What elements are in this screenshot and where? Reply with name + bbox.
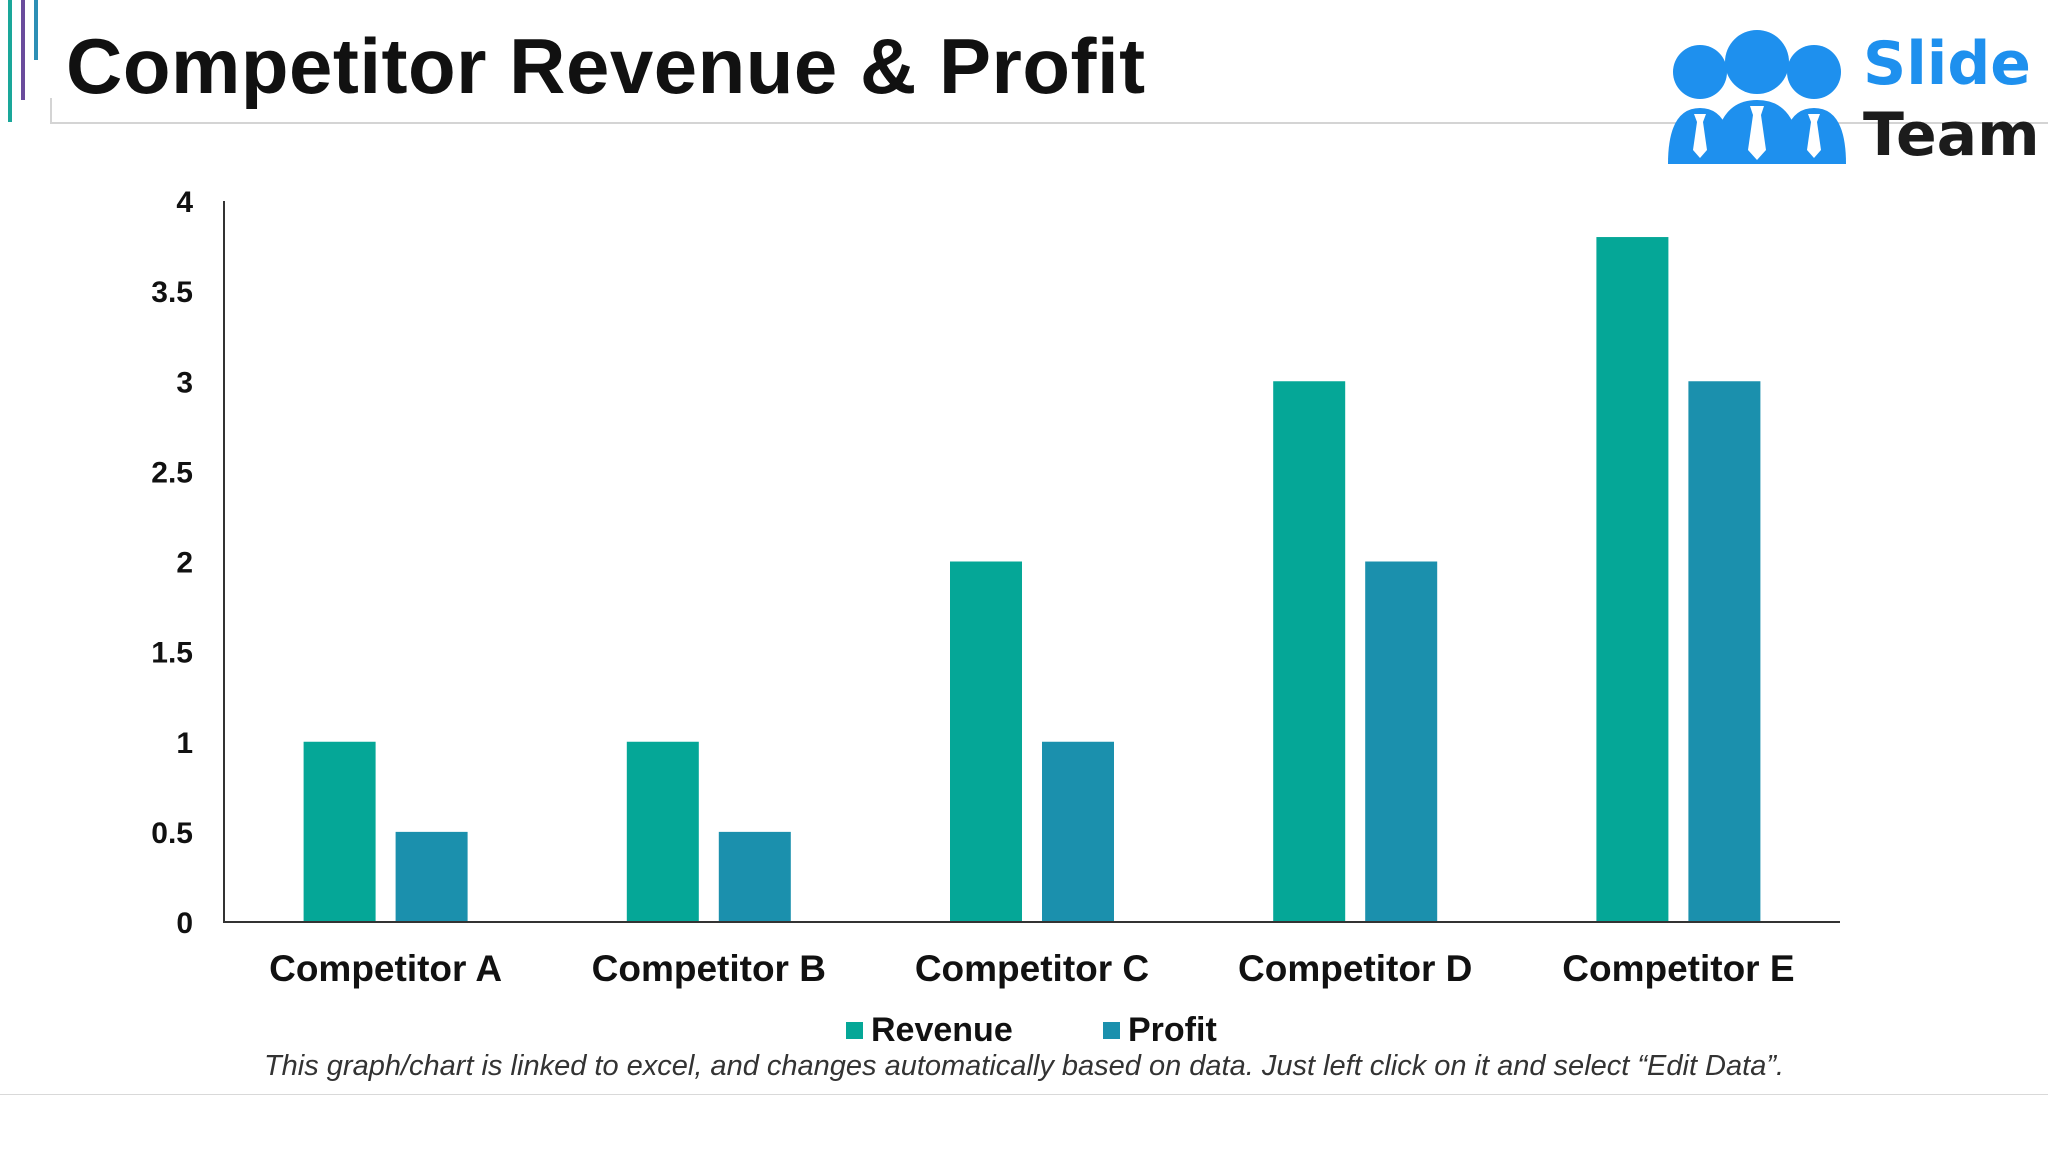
y-tick-label: 3.5 — [151, 276, 193, 309]
bar-revenue-2[interactable] — [626, 741, 699, 922]
legend-swatch-profit — [1103, 1021, 1120, 1039]
y-tick-label: 2.5 — [151, 456, 193, 489]
chart-legend: Revenue Profit — [0, 1008, 2048, 1052]
axes — [223, 201, 1840, 923]
footer-divider — [0, 1094, 2048, 1095]
legend-swatch-revenue — [846, 1021, 863, 1039]
bars — [303, 237, 1761, 923]
bar-chart[interactable]: 00.511.522.533.54 Competitor A Competitor… — [0, 150, 2048, 1000]
legend-item-revenue: Revenue — [846, 1008, 1013, 1052]
y-tick-label: 0.5 — [151, 817, 193, 850]
y-tick-label: 0 — [176, 907, 193, 940]
bar-profit-3[interactable] — [1042, 741, 1114, 922]
x-category-label: Competitor B — [592, 948, 826, 989]
bar-profit-5[interactable] — [1688, 381, 1761, 922]
y-tick-label: 3 — [176, 366, 193, 399]
logo-word-slide: Slide — [1863, 29, 2031, 99]
logo-word-team: Team — [1863, 100, 2040, 170]
x-category-label: Competitor E — [1562, 948, 1794, 989]
bar-profit-2[interactable] — [718, 831, 791, 922]
y-tick-label: 4 — [176, 186, 193, 219]
bar-profit-4[interactable] — [1365, 561, 1438, 923]
slide-title: Competitor Revenue & Profit — [66, 22, 1146, 110]
people-icon — [1668, 30, 1846, 164]
y-tick-label: 2 — [176, 547, 193, 580]
title-divider-tick — [50, 98, 52, 124]
accent-bar-purple — [21, 0, 25, 100]
legend-label-revenue: Revenue — [871, 1010, 1013, 1049]
x-category-label: Competitor A — [269, 948, 502, 989]
y-tick-label: 1 — [176, 727, 193, 760]
chart-footnote: This graph/chart is linked to excel, and… — [263, 1050, 1785, 1082]
bar-revenue-3[interactable] — [950, 561, 1022, 923]
y-tick-label: 1.5 — [151, 637, 193, 670]
title-divider — [50, 122, 2048, 124]
bar-revenue-4[interactable] — [1273, 381, 1346, 922]
slideteam-logo: Slide Team — [1664, 22, 2040, 172]
accent-bar-teal — [8, 0, 12, 122]
x-axis-labels: Competitor A Competitor B Competitor C Comp… — [269, 948, 1794, 989]
bar-revenue-5[interactable] — [1596, 237, 1669, 923]
bar-profit-1[interactable] — [395, 831, 468, 922]
bar-revenue-1[interactable] — [303, 741, 376, 922]
legend-item-profit: Profit — [1103, 1008, 1217, 1052]
legend-label-profit: Profit — [1128, 1010, 1217, 1049]
y-axis-labels: 0 0.5 1 1.5 2 2.5 3 3.5 4 — [151, 186, 193, 940]
x-category-label: Competitor C — [915, 948, 1149, 989]
accent-bar-blue — [34, 0, 38, 60]
x-category-label: Competitor D — [1238, 948, 1472, 989]
